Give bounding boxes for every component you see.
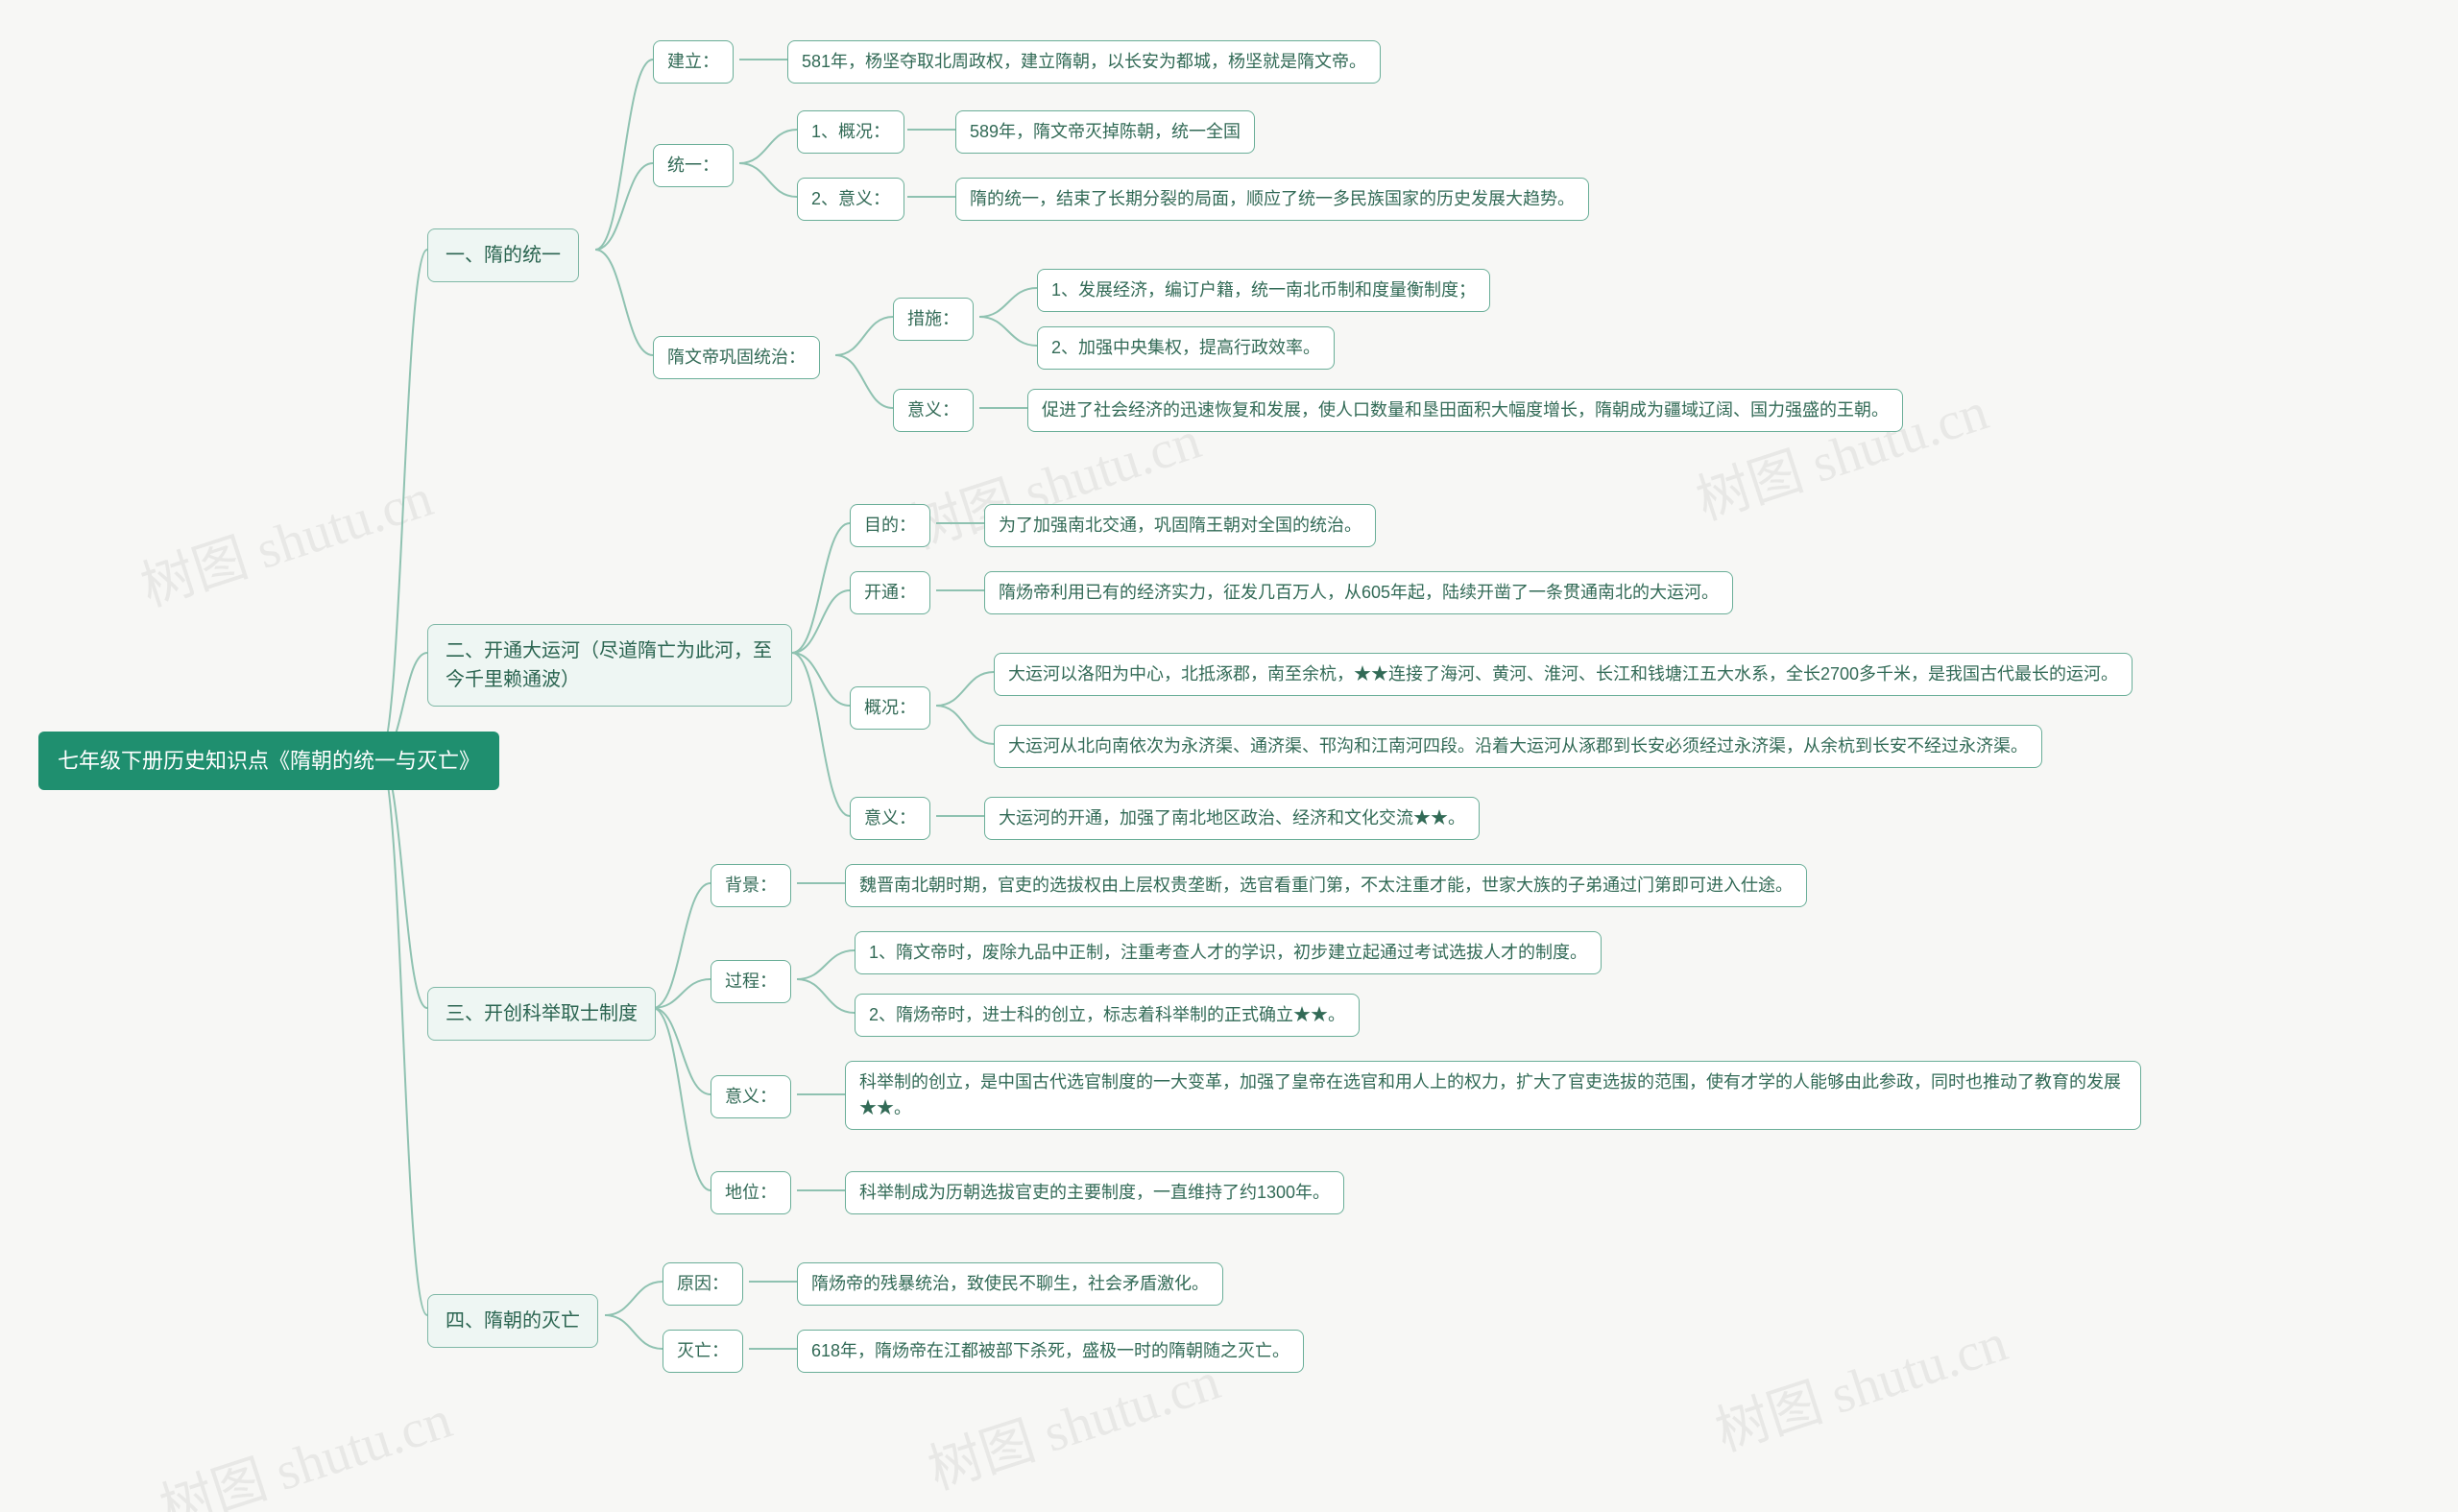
b1-s2-c2-label[interactable]: 2、意义： <box>797 178 904 221</box>
b3-s3-leaf: 科举制的创立，是中国古代选官制度的一大变革，加强了皇帝在选官和用人上的权力，扩大… <box>845 1061 2141 1130</box>
b1-s3-c2-label[interactable]: 意义： <box>893 389 974 432</box>
b3-s2-label[interactable]: 过程： <box>711 960 791 1003</box>
b1-s2-c1-label[interactable]: 1、概况： <box>797 110 904 154</box>
b2-s2-leaf: 隋炀帝利用已有的经济实力，征发几百万人，从605年起，陆续开凿了一条贯通南北的大… <box>984 571 1733 614</box>
b3-s2-l2: 2、隋炀帝时，进士科的创立，标志着科举制的正式确立★★。 <box>855 994 1360 1037</box>
b1-s3-c1-l1: 1、发展经济，编订户籍，统一南北币制和度量衡制度； <box>1037 269 1490 312</box>
b2-s3-l2: 大运河从北向南依次为永济渠、通济渠、邗沟和江南河四段。沿着大运河从涿郡到长安必须… <box>994 725 2042 768</box>
watermark: 树图 shutu.cn <box>149 1376 460 1512</box>
b1-s2-c2-leaf: 隋的统一，结束了长期分裂的局面，顺应了统一多民族国家的历史发展大趋势。 <box>955 178 1589 221</box>
b3-s1-leaf: 魏晋南北朝时期，官吏的选拔权由上层权贵垄断，选官看重门第，不太注重才能，世家大族… <box>845 864 1807 907</box>
b3-s3-label[interactable]: 意义： <box>711 1075 791 1118</box>
b1-s3-c1-label[interactable]: 措施： <box>893 298 974 341</box>
b2-s3-label[interactable]: 概况： <box>850 686 930 730</box>
b4-s2-label[interactable]: 灭亡： <box>663 1330 743 1373</box>
b2-s4-leaf: 大运河的开通，加强了南北地区政治、经济和文化交流★★。 <box>984 797 1480 840</box>
b2-s4-label[interactable]: 意义： <box>850 797 930 840</box>
b2-s3-l1: 大运河以洛阳为中心，北抵涿郡，南至余杭，★★连接了海河、黄河、淮河、长江和钱塘江… <box>994 653 2133 696</box>
b3-s1-label[interactable]: 背景： <box>711 864 791 907</box>
watermark: 树图 shutu.cn <box>130 454 441 621</box>
branch-1[interactable]: 一、隋的统一 <box>427 228 579 282</box>
branch-2[interactable]: 二、开通大运河（尽道隋亡为此河，至今千里赖通波） <box>427 624 792 707</box>
b3-s4-leaf: 科举制成为历朝选拔官吏的主要制度，一直维持了约1300年。 <box>845 1171 1344 1214</box>
b1-s1-leaf: 581年，杨坚夺取北周政权，建立隋朝，以长安为都城，杨坚就是隋文帝。 <box>787 40 1381 84</box>
b4-s1-label[interactable]: 原因： <box>663 1262 743 1306</box>
b1-s3-c2-leaf: 促进了社会经济的迅速恢复和发展，使人口数量和垦田面积大幅度增长，隋朝成为疆域辽阔… <box>1027 389 1903 432</box>
b2-s1-leaf: 为了加强南北交通，巩固隋王朝对全国的统治。 <box>984 504 1376 547</box>
b2-s2-label[interactable]: 开通： <box>850 571 930 614</box>
b1-s2-c1-leaf: 589年，隋文帝灭掉陈朝，统一全国 <box>955 110 1255 154</box>
b3-s2-l1: 1、隋文帝时，废除九品中正制，注重考查人才的学识，初步建立起通过考试选拔人才的制… <box>855 931 1602 974</box>
b1-s2-label[interactable]: 统一： <box>653 144 734 187</box>
b2-s1-label[interactable]: 目的： <box>850 504 930 547</box>
b1-s3-c1-l2: 2、加强中央集权，提高行政效率。 <box>1037 326 1335 370</box>
b4-s1-leaf: 隋炀帝的残暴统治，致使民不聊生，社会矛盾激化。 <box>797 1262 1223 1306</box>
branch-4[interactable]: 四、隋朝的灭亡 <box>427 1294 598 1348</box>
root-node[interactable]: 七年级下册历史知识点《隋朝的统一与灭亡》 <box>38 732 499 790</box>
watermark: 树图 shutu.cn <box>1704 1299 2015 1466</box>
branch-3[interactable]: 三、开创科举取士制度 <box>427 987 656 1041</box>
b1-s3-label[interactable]: 隋文帝巩固统治： <box>653 336 820 379</box>
b1-s1-label[interactable]: 建立： <box>653 40 734 84</box>
b4-s2-leaf: 618年，隋炀帝在江都被部下杀死，盛极一时的隋朝随之灭亡。 <box>797 1330 1304 1373</box>
b3-s4-label[interactable]: 地位： <box>711 1171 791 1214</box>
